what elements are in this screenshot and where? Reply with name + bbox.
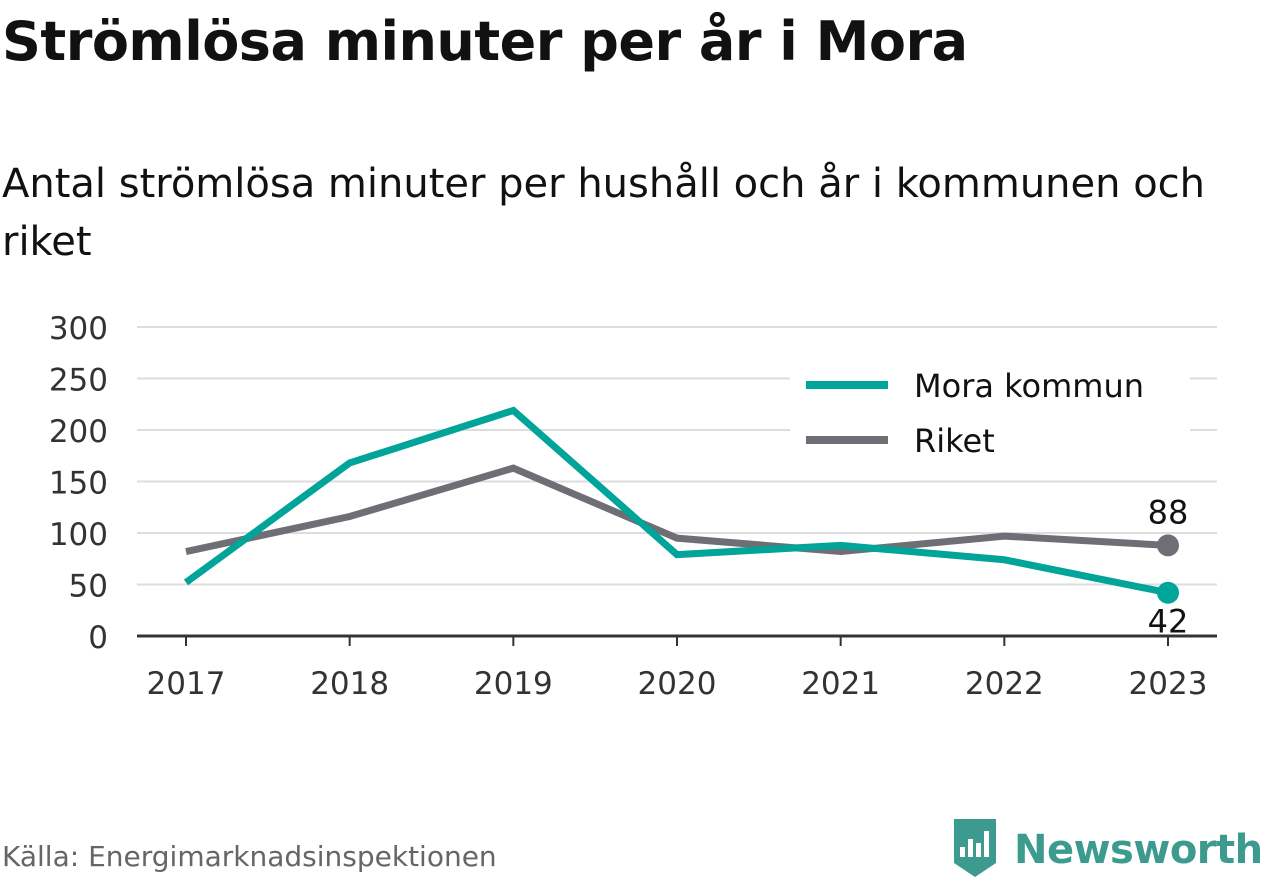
x-tick-label: 2021: [801, 666, 880, 702]
series-line-riket: [185, 464, 1169, 556]
y-tick-label: 250: [49, 363, 108, 399]
series-line-mora-kommun: [183, 406, 1169, 597]
y-tick-label: 50: [69, 569, 108, 605]
brand-logo[interactable]: Newsworthy: [950, 818, 1262, 882]
end-point-mora-kommun: [1157, 581, 1179, 604]
page-title: Strömlösa minuter per år i Mora: [2, 10, 968, 73]
y-tick-label: 150: [49, 466, 108, 502]
x-tick-label: 2018: [310, 666, 389, 702]
newsworthy-logo-icon: [950, 817, 1000, 883]
brand-name: Newsworthy: [1014, 827, 1262, 873]
y-tick-label: 0: [88, 620, 108, 656]
series-lines: 88 42: [183, 406, 1192, 641]
source-note: Källa: Energimarknadsinspektionen: [2, 840, 497, 873]
y-tick-label: 100: [49, 517, 108, 553]
legend-background: [790, 356, 1190, 466]
y-tick-label: 300: [49, 311, 108, 347]
data-label-mora-kommun: 42: [1148, 603, 1189, 641]
x-axis-ticks: 2017 2018 2019 2020 2021 2022 2023: [147, 636, 1208, 702]
end-point-riket: [1157, 534, 1179, 557]
x-tick-label: 2020: [638, 666, 717, 702]
data-label-riket: 88: [1148, 493, 1189, 531]
legend-label-mora-kommun: Mora kommun: [914, 367, 1144, 405]
page-subtitle: Antal strömlösa minuter per hushåll och …: [2, 161, 1206, 265]
legend-label-riket: Riket: [914, 422, 995, 460]
legend: Mora kommun Riket: [790, 356, 1190, 466]
x-tick-label: 2017: [147, 666, 226, 702]
y-tick-label: 200: [49, 414, 108, 450]
y-axis-ticks: 0 50 100 150 200 250 300: [49, 311, 108, 656]
data-label-halo: [1144, 607, 1192, 633]
x-tick-label: 2023: [1129, 666, 1208, 702]
x-tick-label: 2019: [474, 666, 553, 702]
x-tick-label: 2022: [965, 666, 1044, 702]
